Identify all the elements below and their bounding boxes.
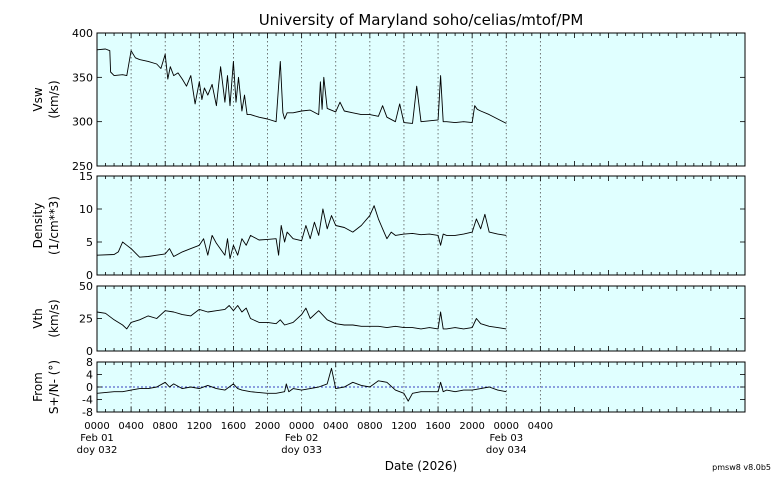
y-tick-label: 15 bbox=[79, 170, 93, 183]
panel-frame bbox=[96, 32, 746, 167]
y-tick-label: 400 bbox=[72, 27, 93, 40]
x-axis-label: Date (2026) bbox=[385, 459, 457, 473]
y-tick-label: -4 bbox=[82, 394, 93, 407]
panel-background bbox=[97, 33, 745, 166]
y-axis-label: (km/s) bbox=[47, 80, 61, 118]
y-axis-label: Vsw bbox=[31, 87, 45, 111]
x-date-label: Feb 03 bbox=[489, 433, 523, 444]
x-date-label: Feb 01 bbox=[80, 433, 114, 444]
x-tick-label: 0800 bbox=[152, 421, 177, 432]
y-tick-label: 10 bbox=[79, 203, 93, 216]
x-tick-label: 0000 bbox=[494, 421, 519, 432]
panel-frame bbox=[96, 285, 746, 352]
x-tick-label: 0400 bbox=[528, 421, 553, 432]
x-tick-label: 0800 bbox=[357, 421, 382, 432]
y-tick-label: 50 bbox=[79, 280, 93, 293]
x-tick-label: 0000 bbox=[84, 421, 109, 432]
y-tick-label: 0 bbox=[86, 269, 93, 282]
panel-frame bbox=[96, 175, 746, 276]
y-tick-label: 300 bbox=[72, 116, 93, 129]
y-tick-label: 8 bbox=[86, 356, 93, 369]
chart-title: University of Maryland soho/celias/mtof/… bbox=[259, 11, 584, 29]
y-axis-label: Vth bbox=[31, 308, 45, 329]
x-tick-label: 0000 bbox=[289, 421, 314, 432]
panel-background bbox=[97, 286, 745, 351]
y-tick-label: 5 bbox=[86, 236, 93, 249]
panel-density: 0 5 10 15 Density (1/cm**3) bbox=[31, 170, 746, 282]
x-tick-label: 2000 bbox=[459, 421, 484, 432]
panel-vsw: 250 300 350 400 Vsw (km/s) bbox=[31, 27, 746, 173]
x-date-label: Feb 02 bbox=[285, 433, 319, 444]
y-tick-label: 25 bbox=[79, 313, 93, 326]
x-tick-label: 0400 bbox=[118, 421, 143, 432]
panel-background bbox=[97, 176, 745, 275]
y-axis-label: (km/s) bbox=[47, 299, 61, 337]
y-tick-label: 4 bbox=[86, 369, 93, 382]
y-axis-label: S+/N- (°) bbox=[47, 360, 61, 414]
x-tick-label: 0400 bbox=[323, 421, 348, 432]
series-line-vth bbox=[96, 305, 507, 330]
y-tick-label: 0 bbox=[86, 345, 93, 358]
y-tick-label: 250 bbox=[72, 160, 93, 173]
x-doy-label: doy 032 bbox=[77, 445, 118, 456]
series-line-vsw bbox=[96, 48, 507, 124]
y-tick-label: 350 bbox=[72, 71, 93, 84]
x-tick-label: 1200 bbox=[391, 421, 416, 432]
x-doy-label: doy 034 bbox=[486, 445, 527, 456]
x-tick-label: 2000 bbox=[255, 421, 280, 432]
y-axis-label: From bbox=[31, 372, 45, 402]
panel-vth: 0 25 50 Vth (km/s) bbox=[31, 280, 746, 358]
x-doy-label: doy 033 bbox=[281, 445, 322, 456]
x-tick-label: 1200 bbox=[187, 421, 212, 432]
footer-version: pmsw8 v8.0b5 bbox=[712, 463, 771, 472]
y-tick-label: 0 bbox=[86, 381, 93, 394]
series-line-from bbox=[96, 367, 507, 402]
y-axis-label: (1/cm**3) bbox=[47, 196, 61, 255]
y-axis-label: Density bbox=[31, 203, 45, 249]
series-line-density bbox=[96, 205, 507, 259]
x-tick-label: 1600 bbox=[221, 421, 246, 432]
panel-frame bbox=[96, 361, 746, 413]
x-tick-label: 1600 bbox=[425, 421, 450, 432]
y-tick-label: -8 bbox=[82, 406, 93, 419]
